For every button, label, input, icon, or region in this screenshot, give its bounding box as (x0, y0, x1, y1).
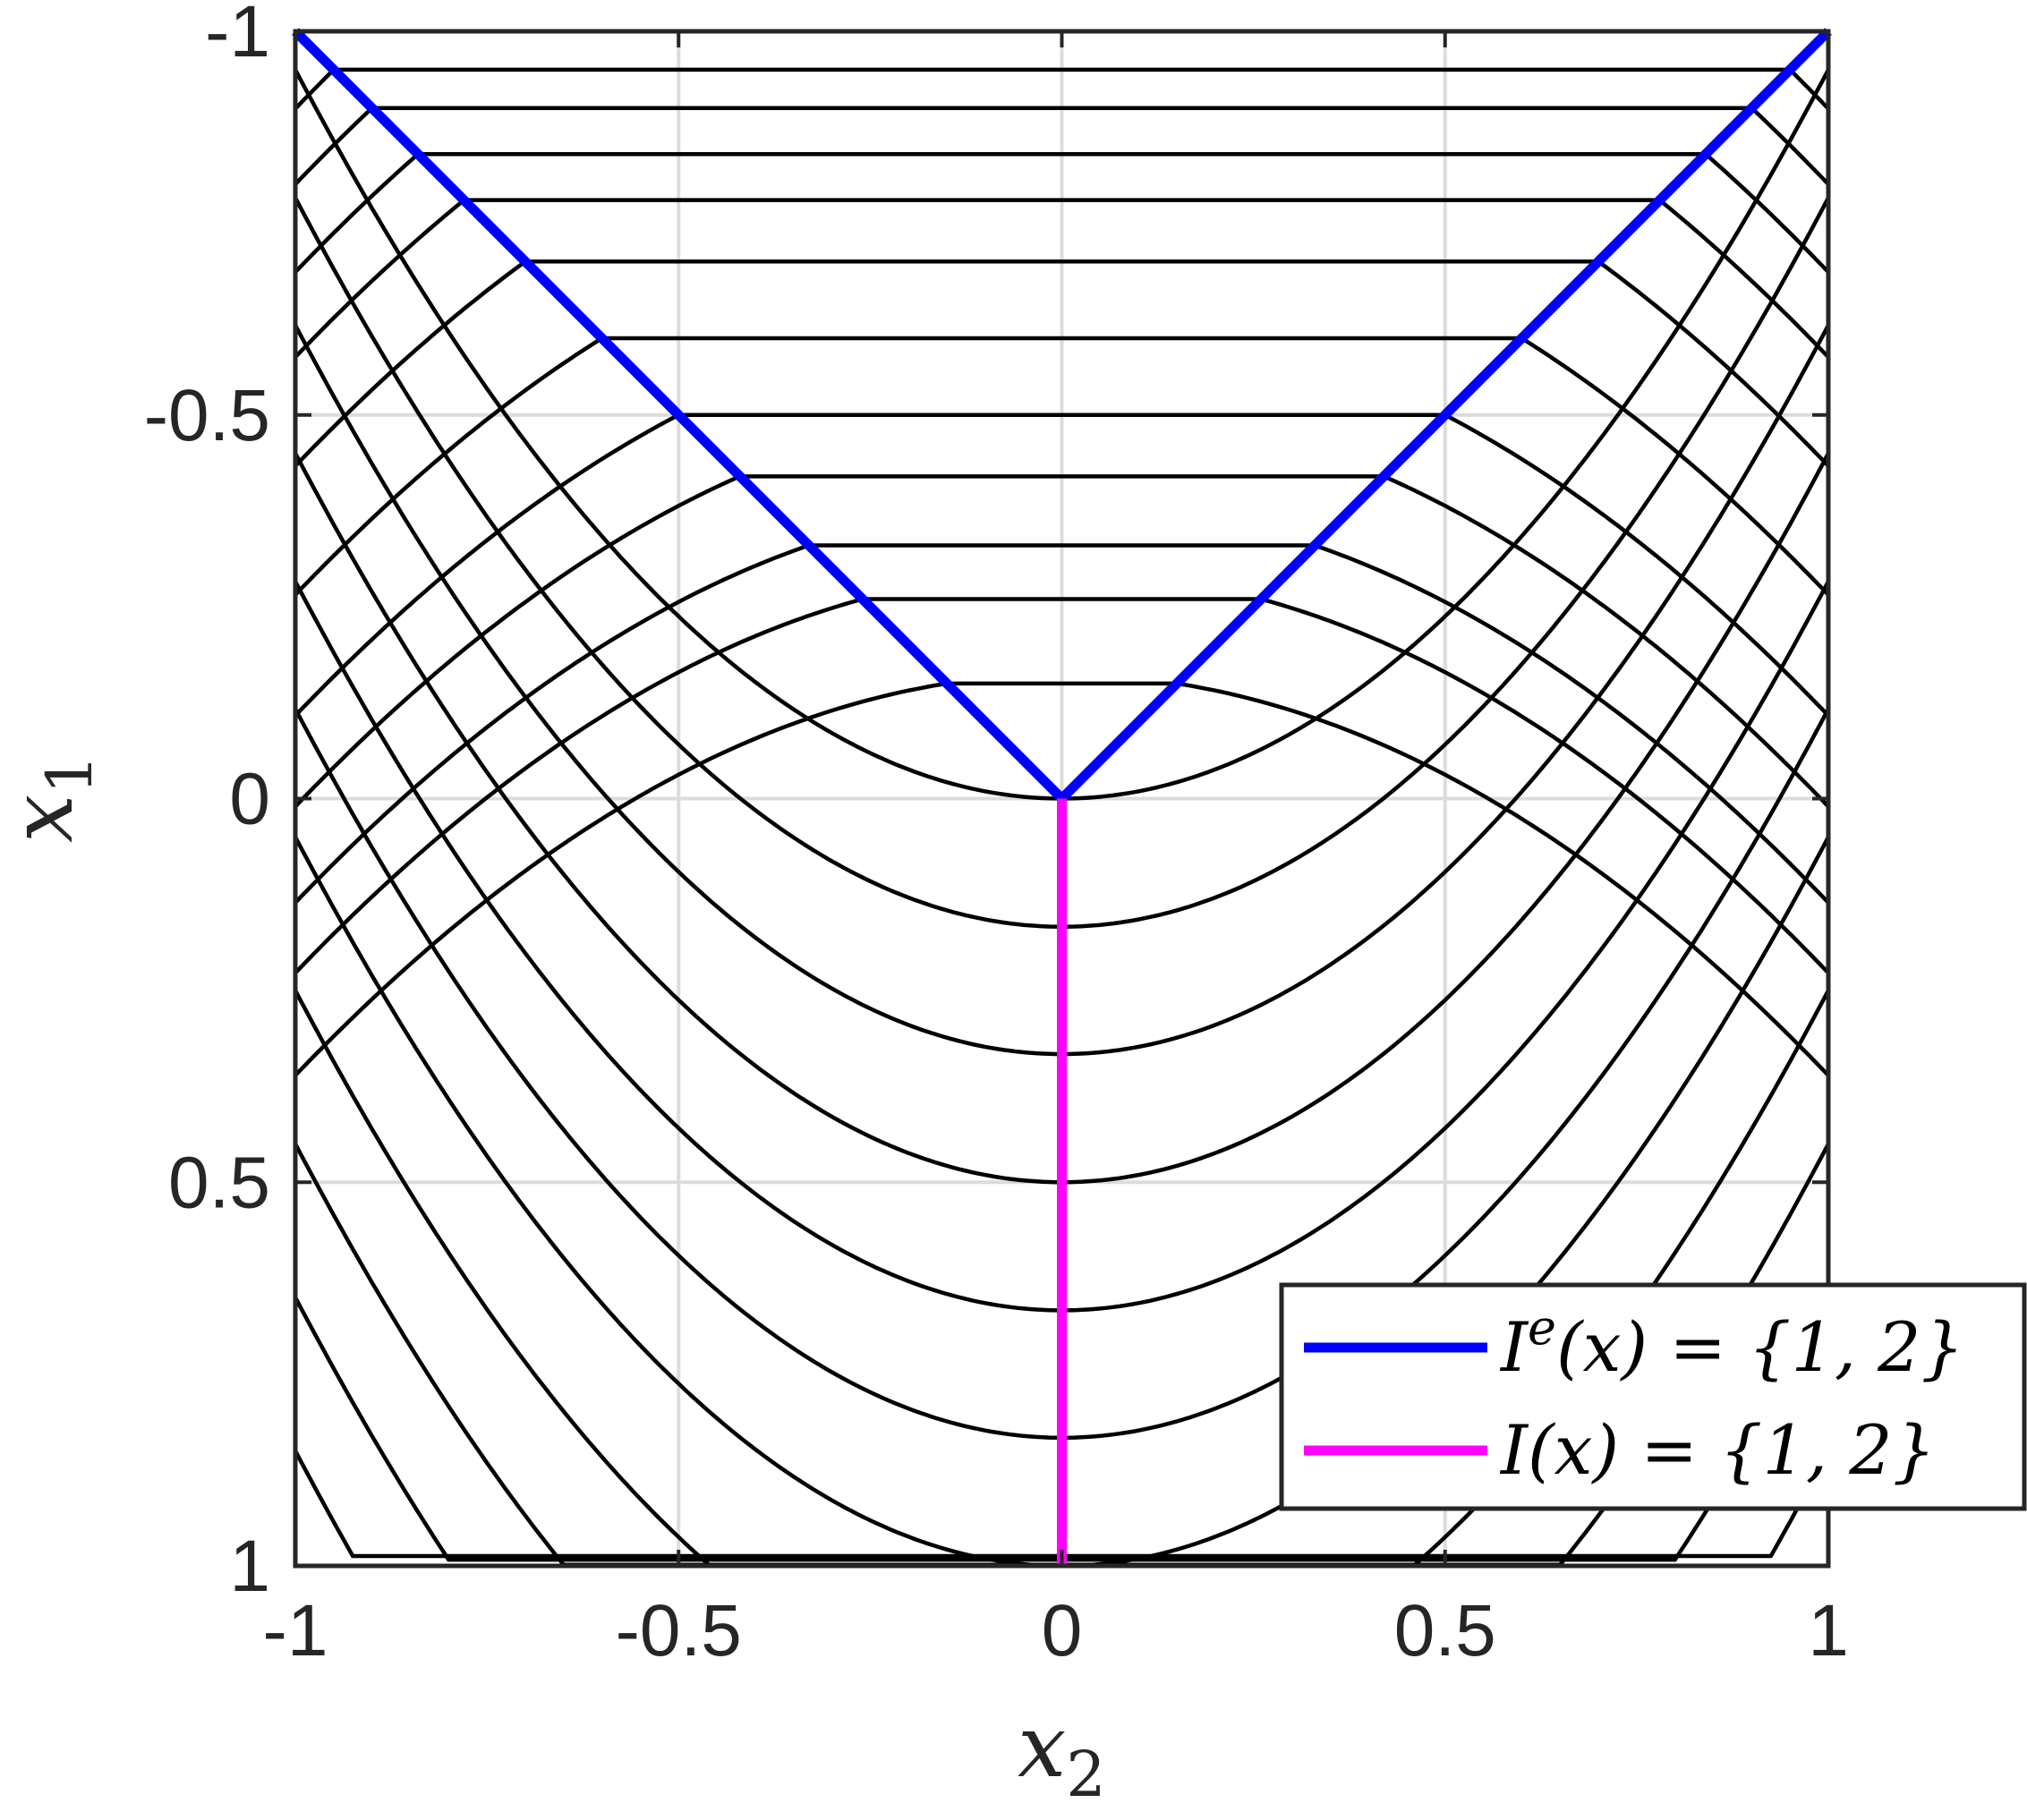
contour-line (295, 336, 1828, 597)
y-tick-label: 0.5 (168, 1142, 270, 1223)
y-tick-label: -0.5 (144, 375, 270, 456)
legend-label-0: Ie(x) = {1, 2} (1499, 1299, 1964, 1387)
y-tick-label: 0 (229, 759, 270, 840)
x-tick-label: 0.5 (1394, 1590, 1496, 1671)
y-axis-label-main: x (0, 795, 92, 843)
x-tick-label: 0 (1042, 1590, 1083, 1671)
x-axis-label: x2 (1018, 1697, 1106, 1811)
axis-ticks (294, 30, 1830, 1568)
contour-line (295, 151, 1828, 274)
y-tick-label: 1 (229, 1526, 270, 1607)
y-tick-label: -1 (205, 0, 270, 72)
y-axis-label-subscript: 1 (33, 754, 106, 795)
contour-line (295, 836, 1828, 1566)
x-axis-label-subscript: 2 (1066, 1738, 1106, 1811)
x-axis-label-main: x (1018, 1697, 1066, 1797)
y-axis-label: x1 (0, 754, 106, 843)
contour-line (295, 681, 1828, 1077)
x-tick-label: -0.5 (616, 1590, 742, 1671)
legend-label-1: I(x) = {1, 2} (1499, 1410, 1936, 1490)
tick-labels: -1 -0.5 0 0.5 1-1-0.500.51 (144, 0, 1849, 1671)
contour-line (295, 412, 1828, 718)
contour-line (295, 597, 1828, 974)
contour-line (295, 543, 1828, 905)
contour-line (295, 259, 1828, 468)
data-series (292, 28, 1832, 1566)
x-tick-label: -1 (263, 1590, 328, 1671)
contour-line (295, 67, 1828, 111)
contour-line (295, 989, 1828, 1566)
legend: Ie(x) = {1, 2} I(x) = {1, 2} (1279, 1282, 2027, 1511)
x-tick-label: 1 (1808, 1590, 1849, 1671)
contour-line (295, 198, 1828, 359)
contour-line (295, 106, 1828, 186)
legend-box (1279, 1282, 2027, 1511)
contour-line (295, 474, 1828, 808)
